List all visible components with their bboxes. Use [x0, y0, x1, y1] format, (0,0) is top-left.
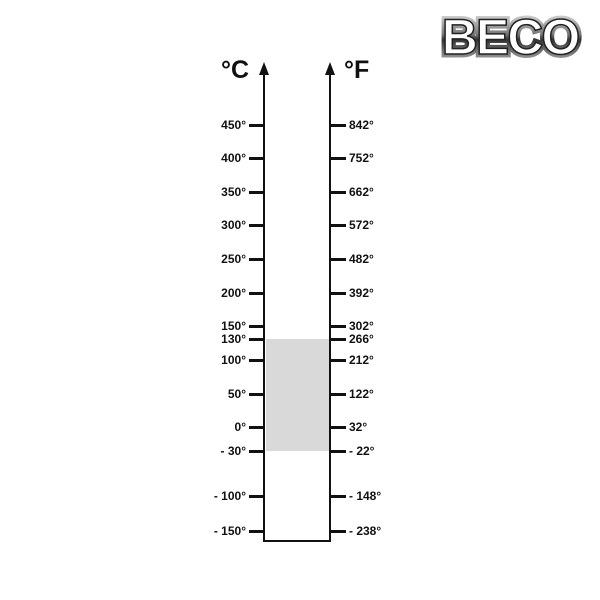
celsius-tick — [249, 124, 264, 127]
celsius-tick — [249, 338, 264, 341]
celsius-unit-label: °C — [221, 56, 250, 84]
svg-text:BECO: BECO — [442, 9, 579, 62]
fahrenheit-tick-label: 266° — [349, 332, 374, 346]
fahrenheit-tick-label: 662° — [349, 185, 374, 199]
celsius-tick-label: 250° — [221, 252, 246, 266]
celsius-tick-label: - 30° — [220, 444, 246, 458]
celsius-tick-label: 130° — [221, 332, 246, 346]
celsius-tick-label: 300° — [221, 218, 246, 232]
fahrenheit-tick — [331, 124, 346, 127]
fahrenheit-tick-label: 392° — [349, 286, 374, 300]
celsius-tick — [249, 258, 264, 261]
fahrenheit-tick — [331, 224, 346, 227]
celsius-tick — [249, 393, 264, 396]
fahrenheit-tick-label: 32° — [349, 420, 368, 434]
celsius-axis — [263, 72, 265, 542]
celsius-tick-label: 350° — [221, 185, 246, 199]
operating-range-band — [266, 339, 329, 451]
celsius-tick — [249, 530, 264, 533]
fahrenheit-tick-label: - 22° — [349, 444, 375, 458]
fahrenheit-arrowhead — [325, 62, 335, 75]
fahrenheit-tick — [331, 450, 346, 453]
fahrenheit-tick-label: 572° — [349, 218, 374, 232]
celsius-tick-label: 450° — [221, 118, 246, 132]
fahrenheit-unit-label: °F — [344, 56, 370, 84]
celsius-tick — [249, 426, 264, 429]
fahrenheit-tick-label: 302° — [349, 319, 374, 333]
fahrenheit-tick-label: 482° — [349, 252, 374, 266]
fahrenheit-tick-label: 122° — [349, 387, 374, 401]
celsius-tick — [249, 450, 264, 453]
fahrenheit-tick — [331, 393, 346, 396]
fahrenheit-tick — [331, 495, 346, 498]
celsius-tick — [249, 157, 264, 160]
celsius-tick — [249, 191, 264, 194]
fahrenheit-tick — [331, 426, 346, 429]
fahrenheit-tick — [331, 191, 346, 194]
fahrenheit-tick-label: - 238° — [349, 524, 382, 538]
fahrenheit-axis — [329, 72, 331, 542]
fahrenheit-tick — [331, 325, 346, 328]
fahrenheit-tick-label: 212° — [349, 353, 374, 367]
fahrenheit-tick — [331, 258, 346, 261]
celsius-tick-label: 50° — [227, 387, 246, 401]
fahrenheit-tick — [331, 530, 346, 533]
celsius-tick-label: 150° — [221, 319, 246, 333]
celsius-tick-label: - 100° — [213, 489, 246, 503]
celsius-tick-label: 200° — [221, 286, 246, 300]
svg-text:BECO: BECO — [442, 9, 579, 62]
celsius-tick — [249, 359, 264, 362]
celsius-tick-label: 400° — [221, 151, 246, 165]
celsius-tick — [249, 224, 264, 227]
celsius-tick — [249, 325, 264, 328]
fahrenheit-tick — [331, 292, 346, 295]
fahrenheit-tick-label: 842° — [349, 118, 374, 132]
celsius-tick-label: 0° — [234, 420, 246, 434]
fahrenheit-tick-label: - 148° — [349, 489, 382, 503]
beco-logo: BECO BECO — [438, 8, 584, 62]
celsius-arrowhead — [259, 62, 269, 75]
celsius-tick-label: - 150° — [213, 524, 246, 538]
fahrenheit-tick — [331, 157, 346, 160]
fahrenheit-tick — [331, 359, 346, 362]
fahrenheit-tick-label: 752° — [349, 151, 374, 165]
celsius-tick — [249, 495, 264, 498]
scale-bottom-line — [263, 540, 331, 542]
celsius-tick — [249, 292, 264, 295]
celsius-tick-label: 100° — [221, 353, 246, 367]
fahrenheit-tick — [331, 338, 346, 341]
